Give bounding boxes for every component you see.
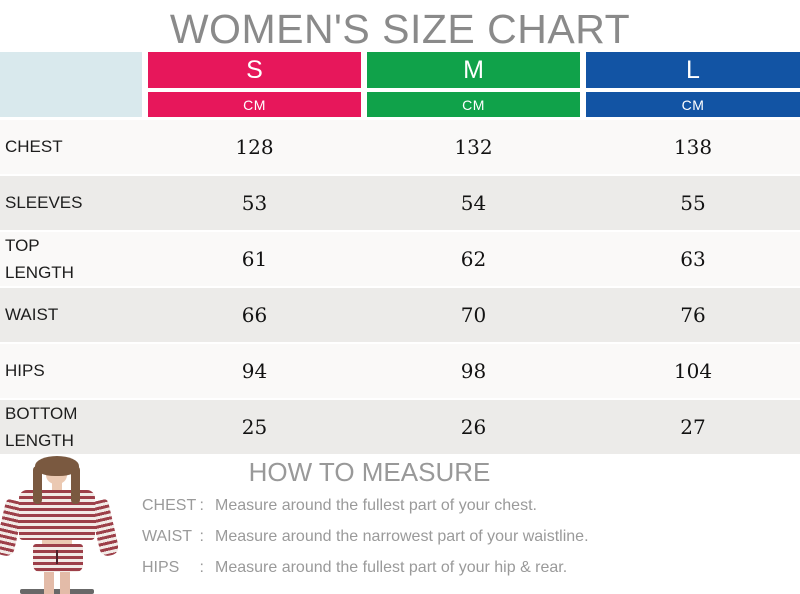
measure-instruction-hips: HIPS: Measure around the fullest part of… [142, 559, 597, 577]
size-value: 27 [680, 415, 706, 440]
table-corner-cell [0, 52, 142, 117]
table-row-sleeves: SLEEVES 53 54 55 [0, 176, 800, 230]
measure-label: CHEST: [142, 497, 204, 514]
table-row-bottom-length: BOTTOM LENGTH 25 26 27 [0, 400, 800, 454]
measure-label: HIPS: [142, 559, 204, 576]
unit-header-s: CM [148, 92, 361, 117]
size-value: 138 [673, 135, 713, 159]
size-value: 62 [460, 247, 487, 272]
size-table-body: CHEST 128 132 138 SLEEVES 53 54 55 TOP L… [0, 120, 800, 454]
size-value: 104 [673, 359, 713, 383]
model-photo [0, 448, 118, 594]
row-label: HIPS [5, 361, 45, 381]
size-value: 94 [241, 359, 268, 383]
model-hair-strand-right [71, 466, 80, 504]
model-striped-top [19, 490, 95, 540]
model-left-leg [44, 572, 54, 594]
measure-label: WAIST: [142, 528, 204, 545]
measure-text: Measure around the narrowest part of you… [215, 528, 589, 545]
size-header-l: L [586, 52, 800, 88]
row-label: WAIST [5, 305, 59, 325]
row-label: CHEST [5, 137, 63, 157]
measure-instruction-chest: CHEST: Measure around the fullest part o… [142, 497, 597, 515]
table-row-chest: CHEST 128 132 138 [0, 120, 800, 174]
size-value: 76 [680, 303, 706, 327]
row-label: SLEEVES [5, 193, 83, 213]
table-row-waist: WAIST 66 70 76 [0, 288, 800, 342]
size-value: 128 [235, 135, 274, 159]
size-value: 54 [460, 191, 487, 215]
size-value: 66 [241, 303, 268, 327]
model-neck [52, 482, 62, 492]
measure-text: Measure around the fullest part of your … [215, 559, 568, 576]
size-value: 26 [460, 415, 487, 440]
model-floor-shadow [20, 589, 94, 594]
table-row-top-length: TOP LENGTH 61 62 63 [0, 232, 800, 286]
size-value: 98 [460, 359, 487, 383]
table-row-hips: HIPS 94 98 104 [0, 344, 800, 398]
row-label: TOP LENGTH [5, 236, 74, 283]
page-title: WOMEN'S SIZE CHART [169, 6, 631, 52]
size-value: 25 [241, 415, 268, 440]
how-to-measure-heading: HOW TO MEASURE [248, 457, 491, 487]
unit-header-l: CM [586, 92, 800, 117]
size-header-m: M [367, 52, 580, 88]
size-value: 53 [241, 191, 268, 215]
size-header-s: S [148, 52, 361, 88]
measure-instruction-waist: WAIST: Measure around the narrowest part… [142, 528, 597, 546]
size-table-header: S M L CM CM CM [0, 52, 800, 117]
size-value: 132 [454, 135, 493, 159]
model-striped-shorts [33, 544, 83, 572]
model-hair-strand-left [33, 466, 42, 504]
size-value: 55 [680, 191, 706, 215]
model-shorts-drawstring [56, 550, 58, 564]
unit-header-m: CM [367, 92, 580, 117]
size-value: 61 [241, 247, 268, 272]
measure-text: Measure around the fullest part of your … [215, 497, 537, 514]
model-right-leg [60, 572, 70, 594]
model-hair [35, 456, 79, 476]
how-to-measure-section: HOW TO MEASURE CHEST: Measure around the… [142, 456, 597, 577]
row-label: BOTTOM LENGTH [5, 404, 78, 451]
size-value: 70 [460, 303, 487, 327]
size-value: 63 [680, 247, 706, 272]
